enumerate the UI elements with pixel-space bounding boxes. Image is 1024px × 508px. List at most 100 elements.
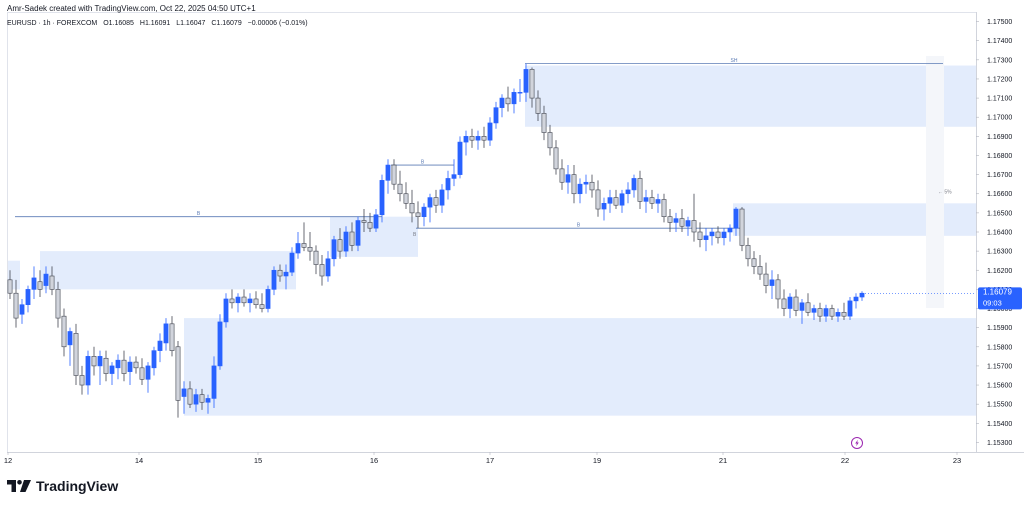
candle-117 bbox=[709, 228, 715, 246]
candle-7 bbox=[49, 266, 55, 296]
candle-body-55 bbox=[337, 239, 343, 252]
candle-87 bbox=[529, 67, 535, 108]
symbol-ohlc-legend: EURUSD · 1h · FOREXCOM O1.16085 H1.16091… bbox=[7, 20, 312, 27]
candle-body-82 bbox=[499, 97, 505, 108]
price-tick-label-4: 1.17100 bbox=[987, 96, 1012, 103]
candle-body-24 bbox=[151, 350, 157, 369]
candle-19 bbox=[121, 350, 127, 382]
candle-51 bbox=[313, 245, 319, 275]
candle-27 bbox=[169, 316, 175, 357]
author-line: Amr-Sadek created with TradingView.com, … bbox=[7, 4, 256, 13]
candle-81 bbox=[493, 101, 499, 129]
candle-43 bbox=[265, 285, 271, 313]
candle-body-58 bbox=[355, 220, 361, 246]
candle-127 bbox=[769, 270, 775, 299]
candle-body-94 bbox=[571, 174, 577, 195]
candle-115 bbox=[697, 222, 703, 248]
price-tick-label-2: 1.17300 bbox=[987, 57, 1012, 64]
candle-60 bbox=[367, 212, 373, 232]
candle-102 bbox=[619, 189, 625, 213]
candle-body-17 bbox=[109, 365, 115, 374]
price-tick-label-7: 1.16800 bbox=[987, 153, 1012, 160]
candle-47 bbox=[289, 247, 295, 276]
candle-body-50 bbox=[307, 247, 313, 252]
level-label-0: B bbox=[197, 211, 201, 217]
candle-body-39 bbox=[241, 296, 247, 304]
candle-body-78 bbox=[475, 136, 481, 141]
candle-37 bbox=[229, 289, 235, 309]
candle-body-118 bbox=[715, 231, 721, 239]
candle-body-117 bbox=[709, 231, 715, 237]
candle-body-51 bbox=[313, 250, 319, 265]
price-tick-label-21: 1.15400 bbox=[987, 421, 1012, 428]
candle-74 bbox=[451, 159, 457, 187]
candle-body-52 bbox=[319, 264, 325, 277]
candle-132 bbox=[799, 298, 805, 324]
projection-band bbox=[926, 56, 944, 308]
candle-36 bbox=[223, 293, 229, 328]
candle-53 bbox=[325, 251, 331, 282]
symbol-label[interactable]: EURUSD · 1h · FOREXCOM bbox=[7, 20, 98, 27]
candle-58 bbox=[355, 216, 361, 252]
candle-76 bbox=[463, 130, 469, 156]
candle-body-34 bbox=[211, 365, 217, 399]
price-tick-label-15: 1.16000 bbox=[987, 306, 1012, 313]
candle-65 bbox=[397, 170, 403, 202]
candle-1 bbox=[13, 279, 19, 328]
candle-126 bbox=[763, 262, 769, 294]
candle-66 bbox=[403, 182, 409, 210]
candle-122 bbox=[739, 207, 745, 252]
candle-6 bbox=[43, 266, 49, 294]
candle-140 bbox=[847, 297, 853, 320]
candle-139 bbox=[841, 302, 847, 320]
candle-46 bbox=[283, 264, 289, 290]
candle-body-22 bbox=[139, 367, 145, 380]
candle-88 bbox=[535, 90, 541, 122]
lightning-icon[interactable] bbox=[851, 437, 863, 449]
candle-body-13 bbox=[85, 356, 91, 386]
price-axis[interactable]: 1.17500 1.17400 1.17300 1.17200 1.17100 1.170… bbox=[976, 19, 1012, 447]
candle-133 bbox=[805, 293, 811, 317]
candle-body-8 bbox=[55, 289, 61, 319]
candle-body-3 bbox=[25, 289, 31, 305]
candle-103 bbox=[625, 182, 631, 204]
candle-body-2 bbox=[19, 304, 25, 315]
candle-63 bbox=[385, 159, 391, 194]
price-tick-label-12: 1.16300 bbox=[987, 249, 1012, 256]
candle-95 bbox=[577, 178, 583, 204]
candle-body-38 bbox=[235, 296, 241, 304]
price-tick-label-16: 1.15900 bbox=[987, 325, 1012, 332]
candle-22 bbox=[139, 358, 145, 386]
brand-name: TradingView bbox=[36, 478, 119, 494]
tradingview-brand[interactable]: TradingView bbox=[7, 478, 118, 494]
candle-body-135 bbox=[817, 308, 823, 317]
candle-59 bbox=[361, 209, 367, 232]
candle-86 bbox=[523, 63, 529, 102]
time-axis[interactable]: 12 14 15 16 17 19 21 22 23 bbox=[4, 452, 961, 465]
candle-4 bbox=[31, 266, 37, 299]
candle-body-80 bbox=[487, 122, 493, 141]
candle-body-4 bbox=[31, 277, 37, 290]
price-tick-label-20: 1.15500 bbox=[987, 402, 1012, 409]
price-tick-label-18: 1.15700 bbox=[987, 363, 1012, 370]
candle-body-57 bbox=[349, 231, 355, 246]
tradingview-logo-icon bbox=[7, 480, 31, 492]
candle-body-95 bbox=[577, 183, 583, 195]
candle-body-5 bbox=[37, 281, 43, 290]
candle-body-14 bbox=[91, 356, 97, 367]
candle-91 bbox=[553, 140, 559, 175]
candle-2 bbox=[19, 298, 25, 324]
candle-40 bbox=[247, 293, 253, 313]
candle-98 bbox=[595, 180, 601, 217]
change-value: −0.00006 (−0.01%) bbox=[247, 20, 308, 27]
candle-35 bbox=[217, 314, 223, 370]
candle-body-18 bbox=[115, 359, 121, 369]
candle-125 bbox=[757, 254, 763, 280]
candle-body-109 bbox=[661, 199, 667, 217]
level-label-2: B bbox=[577, 223, 581, 229]
candle-13 bbox=[85, 350, 91, 395]
candle-99 bbox=[601, 197, 607, 221]
candle-75 bbox=[457, 136, 463, 179]
